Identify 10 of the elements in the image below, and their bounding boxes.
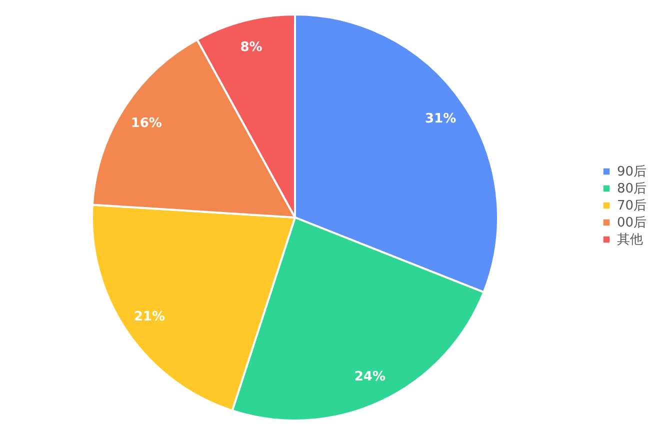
legend-label: 90后 (617, 164, 647, 180)
data-label: 8% (240, 40, 262, 56)
data-label: 16% (130, 116, 162, 132)
data-label: 31% (425, 112, 456, 127)
legend-label: 70后 (617, 198, 647, 214)
legend-label: 80后 (617, 182, 647, 196)
legend-label: 00后 (617, 216, 647, 230)
data-label: 21% (134, 309, 165, 324)
data-label: 24% (354, 370, 386, 385)
legend-label: 其他 (617, 232, 643, 248)
